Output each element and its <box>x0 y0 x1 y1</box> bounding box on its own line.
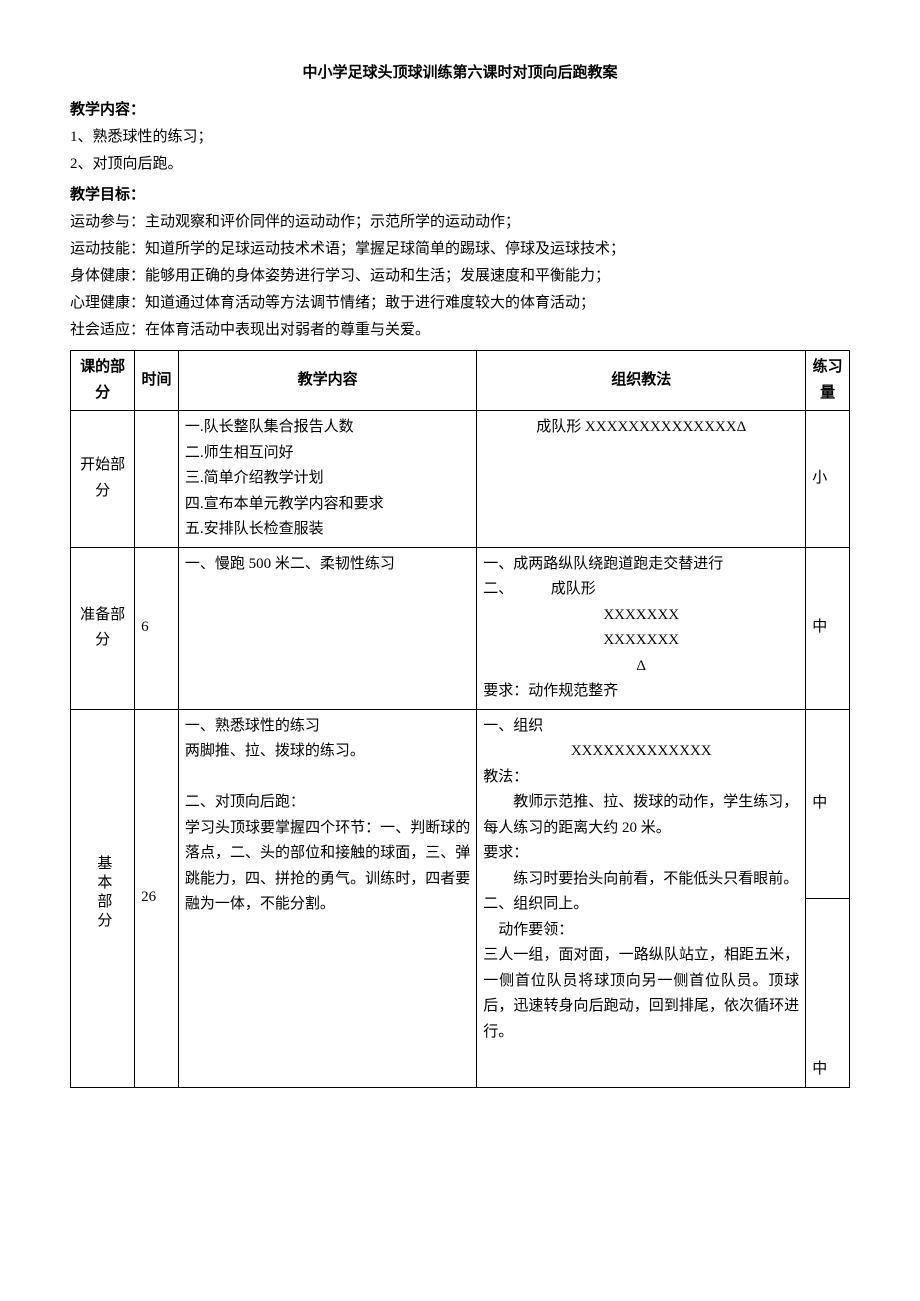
formation-text: XXXXXXX <box>483 628 799 654</box>
formation-text: 成队形 XXXXXXXXXXXXXXΔ <box>483 415 799 441</box>
table-row: 准备部分 6 一、慢跑 500 米二、柔韧性练习 一、成两路纵队绕跑道跑走交替进… <box>71 547 850 709</box>
method-text: 二、组织同上。 <box>483 892 799 918</box>
teaching-content-item: 1、熟悉球性的练习； <box>70 124 850 151</box>
cell-amount: 中 <box>806 898 850 1087</box>
cell-content: 一.队长整队集合报告人数 二.师生相互问好 三.简单介绍教学计划 四.宣布本单元… <box>178 411 476 548</box>
header-time: 时间 <box>135 351 179 411</box>
cell-amount: 中 <box>806 547 850 709</box>
cell-content: 一、熟悉球性的练习 两脚推、拉、拨球的练习。 二、对顶向后跑： 学习头顶球要掌握… <box>178 709 476 1087</box>
vertical-label: 基本部分 <box>90 855 116 931</box>
cell-amount: 小 <box>806 411 850 548</box>
cell-method: 一、组织 XXXXXXXXXXXXX 教法： 教师示范推、拉、拨球的动作，学生练… <box>477 709 806 1087</box>
goal-item: 心理健康：知道通过体育活动等方法调节情绪；敢于进行难度较大的体育活动； <box>70 290 850 317</box>
method-text: 动作要领： <box>483 918 799 944</box>
goal-item: 社会适应：在体育活动中表现出对弱者的尊重与关爱。 <box>70 317 850 344</box>
page-title: 中小学足球头顶球训练第六课时对顶向后跑教案 <box>70 60 850 87</box>
method-text: 一、组织 <box>483 714 799 740</box>
header-amount: 练习量 <box>806 351 850 411</box>
method-text: 练习时要抬头向前看，不能低头只看眼前。 <box>483 867 799 893</box>
cell-part: 准备部分 <box>71 547 135 709</box>
cell-part: 基本部分 <box>71 709 135 1087</box>
content-text <box>185 765 470 791</box>
cell-method: 一、成两路纵队绕跑道跑走交替进行 二、 成队形 XXXXXXX XXXXXXX … <box>477 547 806 709</box>
content-text: 两脚推、拉、拨球的练习。 <box>185 739 470 765</box>
content-text: 二、对顶向后跑： <box>185 790 470 816</box>
cell-time: 26 <box>135 709 179 1087</box>
content-text: 学习头顶球要掌握四个环节：一、判断球的落点，二、头的部位和接触的球面，三、弹跳能… <box>185 816 470 918</box>
table-row: 开始部分 一.队长整队集合报告人数 二.师生相互问好 三.简单介绍教学计划 四.… <box>71 411 850 548</box>
method-text: 二、 成队形 <box>483 577 799 603</box>
formation-text: Δ <box>483 654 799 680</box>
table-header-row: 课的部分 时间 教学内容 组织教法 练习量 <box>71 351 850 411</box>
method-text: 教师示范推、拉、拨球的动作，学生练习，每人练习的距离大约 20 米。 <box>483 790 799 841</box>
cell-content: 一、慢跑 500 米二、柔韧性练习 <box>178 547 476 709</box>
cell-part: 开始部分 <box>71 411 135 548</box>
teaching-content-label: 教学内容： <box>70 97 850 124</box>
cell-method: 成队形 XXXXXXXXXXXXXXΔ <box>477 411 806 548</box>
header-method: 组织教法 <box>477 351 806 411</box>
header-content: 教学内容 <box>178 351 476 411</box>
teaching-content-item: 2、对顶向后跑。 <box>70 151 850 178</box>
formation-text: XXXXXXX <box>483 603 799 629</box>
cell-time: 6 <box>135 547 179 709</box>
formation-text: XXXXXXXXXXXXX <box>483 739 799 765</box>
header-part: 课的部分 <box>71 351 135 411</box>
method-text: 要求：动作规范整齐 <box>483 679 799 705</box>
method-text: 教法： <box>483 765 799 791</box>
cell-time <box>135 411 179 548</box>
goal-item: 运动参与：主动观察和评价同伴的运动动作；示范所学的运动动作； <box>70 209 850 236</box>
content-text: 一、熟悉球性的练习 <box>185 714 470 740</box>
teaching-goal-label: 教学目标： <box>70 182 850 209</box>
table-row: 基本部分 26 一、熟悉球性的练习 两脚推、拉、拨球的练习。 二、对顶向后跑： … <box>71 709 850 898</box>
goal-item: 身体健康：能够用正确的身体姿势进行学习、运动和生活；发展速度和平衡能力； <box>70 263 850 290</box>
cell-amount: 中 <box>806 709 850 898</box>
method-text: 三人一组，面对面，一路纵队站立，相距五米，一侧首位队员将球顶向另一侧首位队员。顶… <box>483 943 799 1045</box>
method-text: 一、成两路纵队绕跑道跑走交替进行 <box>483 552 799 578</box>
goal-item: 运动技能：知道所学的足球运动技术术语；掌握足球简单的踢球、停球及运球技术； <box>70 236 850 263</box>
method-text: 要求： <box>483 841 799 867</box>
lesson-table: 课的部分 时间 教学内容 组织教法 练习量 开始部分 一.队长整队集合报告人数 … <box>70 350 850 1088</box>
